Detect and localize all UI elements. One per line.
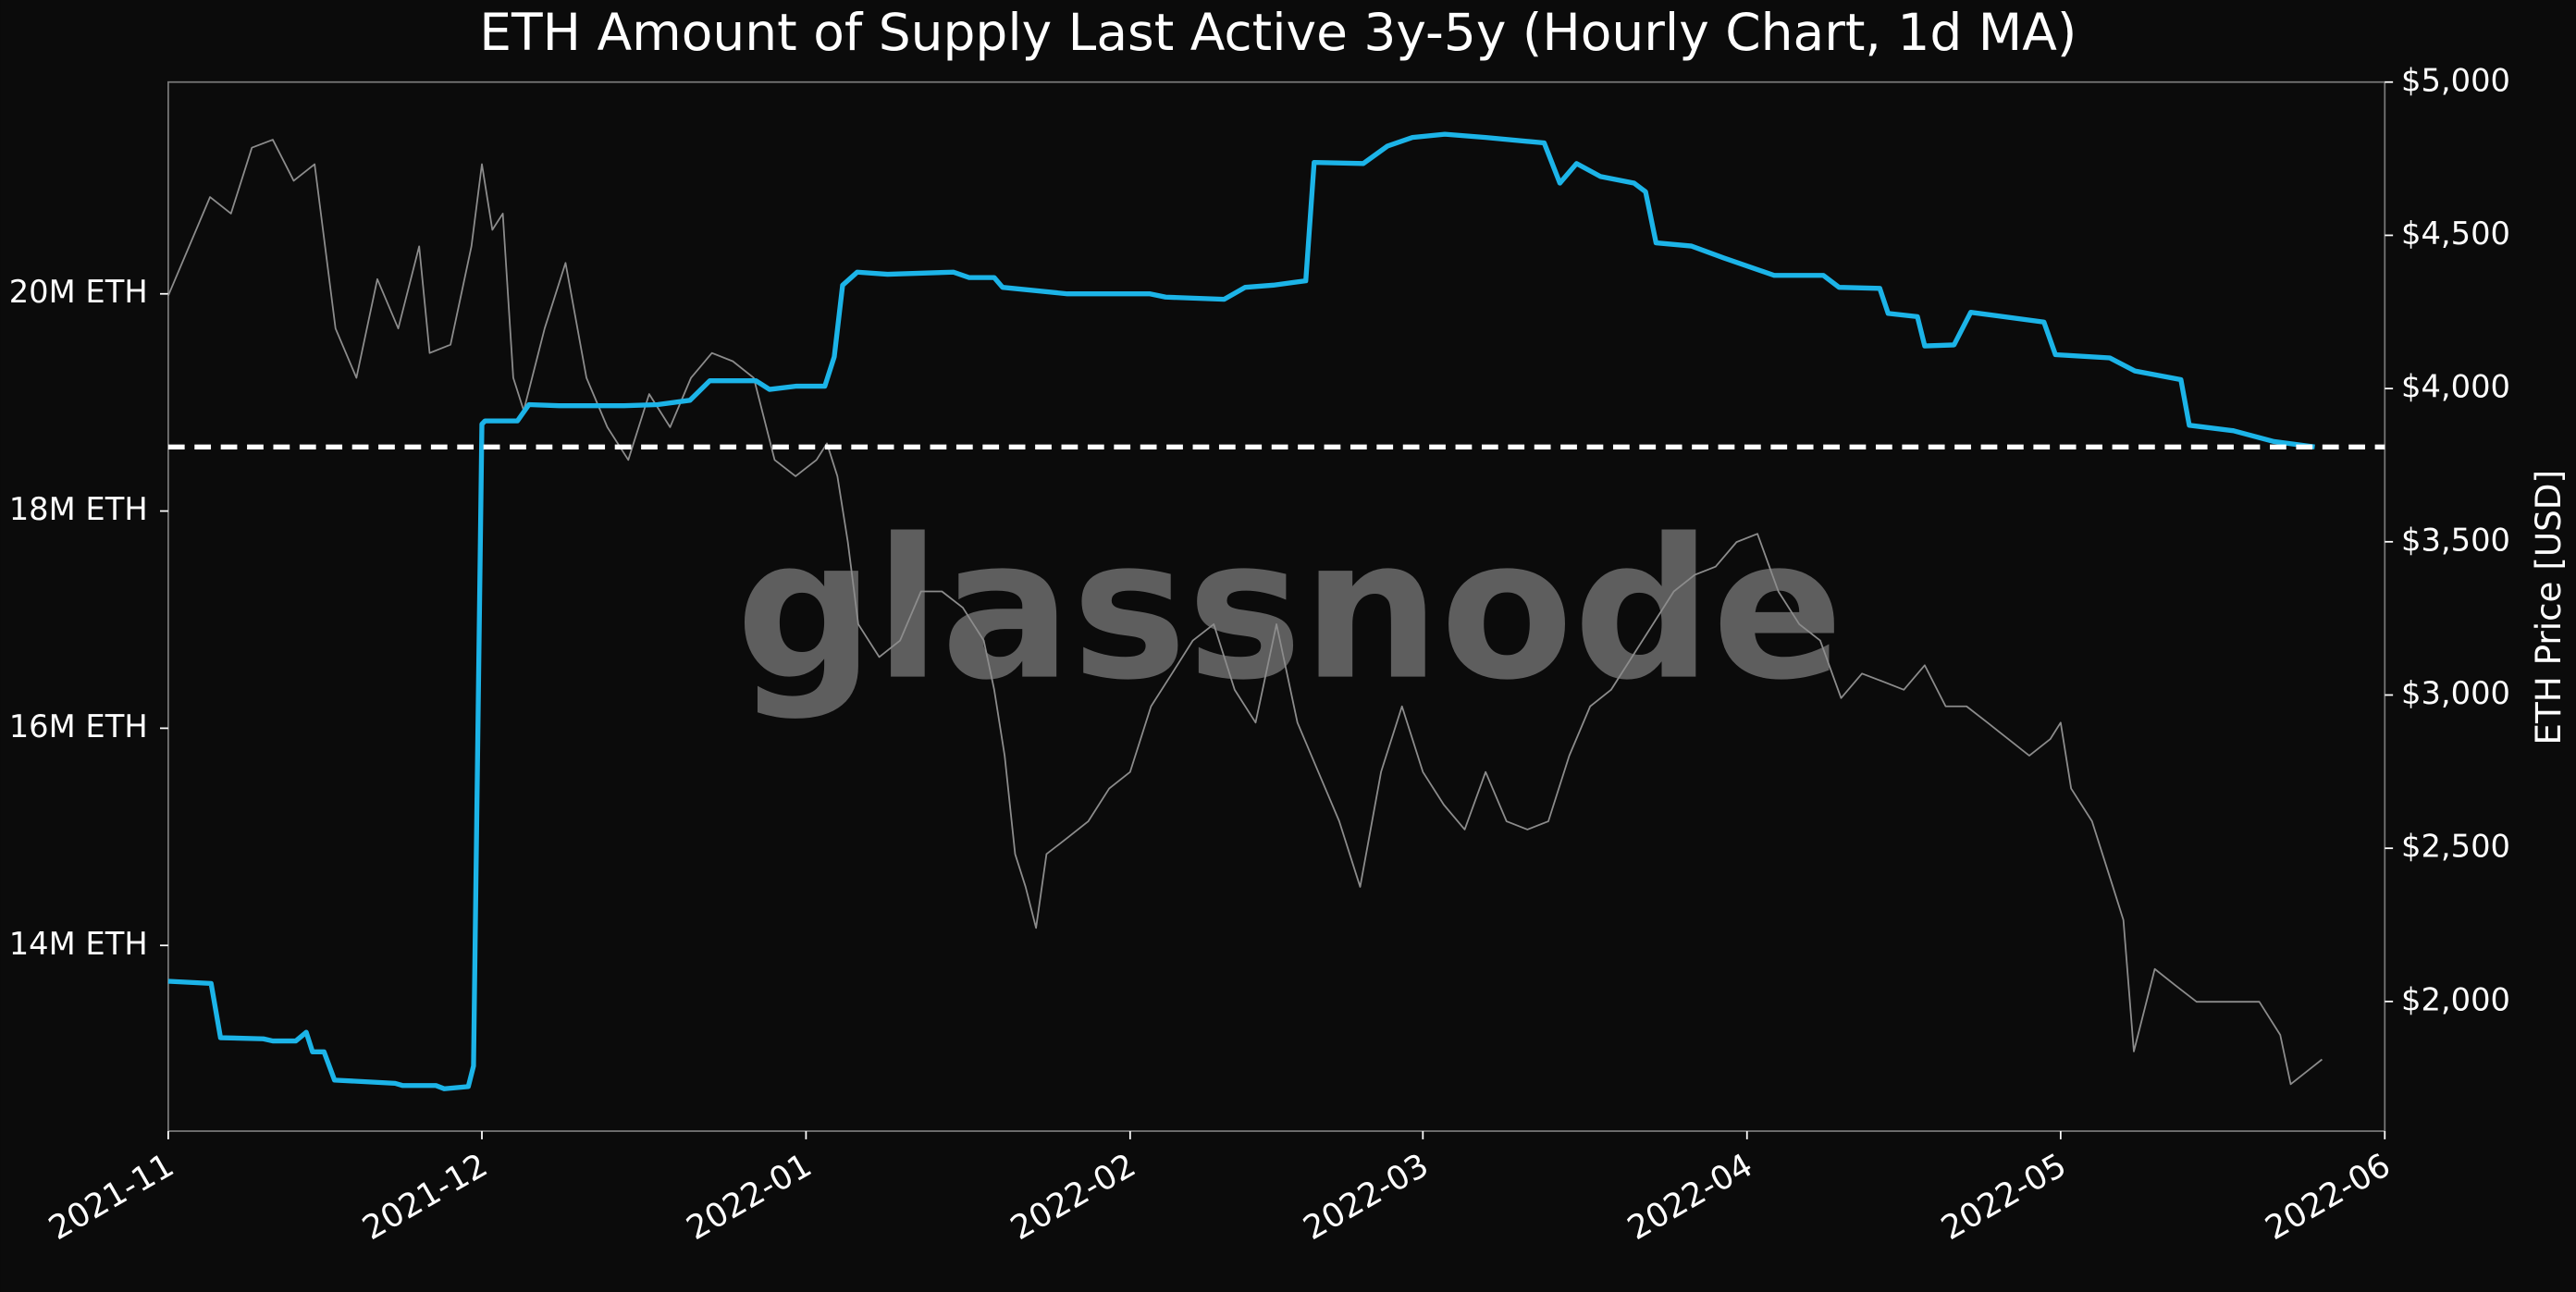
y-tick-label: 16M ETH <box>9 708 148 744</box>
y2-axis-label: ETH Price [USD] <box>2528 470 2569 745</box>
y-tick-label: 18M ETH <box>9 491 148 527</box>
y-tick-label: 14M ETH <box>9 926 148 962</box>
y-tick-label: 20M ETH <box>9 274 148 310</box>
y2-tick-label: $4,000 <box>2401 369 2510 405</box>
chart-title: ETH Amount of Supply Last Active 3y-5y (… <box>479 3 2077 62</box>
y2-tick-label: $2,000 <box>2401 981 2510 1017</box>
y2-tick-label: $5,000 <box>2401 62 2510 98</box>
y2-tick-label: $4,500 <box>2401 215 2510 252</box>
supply-line <box>167 131 2315 1091</box>
price-line <box>167 139 2323 1086</box>
y2-tick-label: $3,500 <box>2401 522 2510 558</box>
y2-tick-label: $3,000 <box>2401 675 2510 711</box>
plot-frame <box>166 80 2386 1132</box>
y2-tick-label: $2,500 <box>2401 829 2510 865</box>
